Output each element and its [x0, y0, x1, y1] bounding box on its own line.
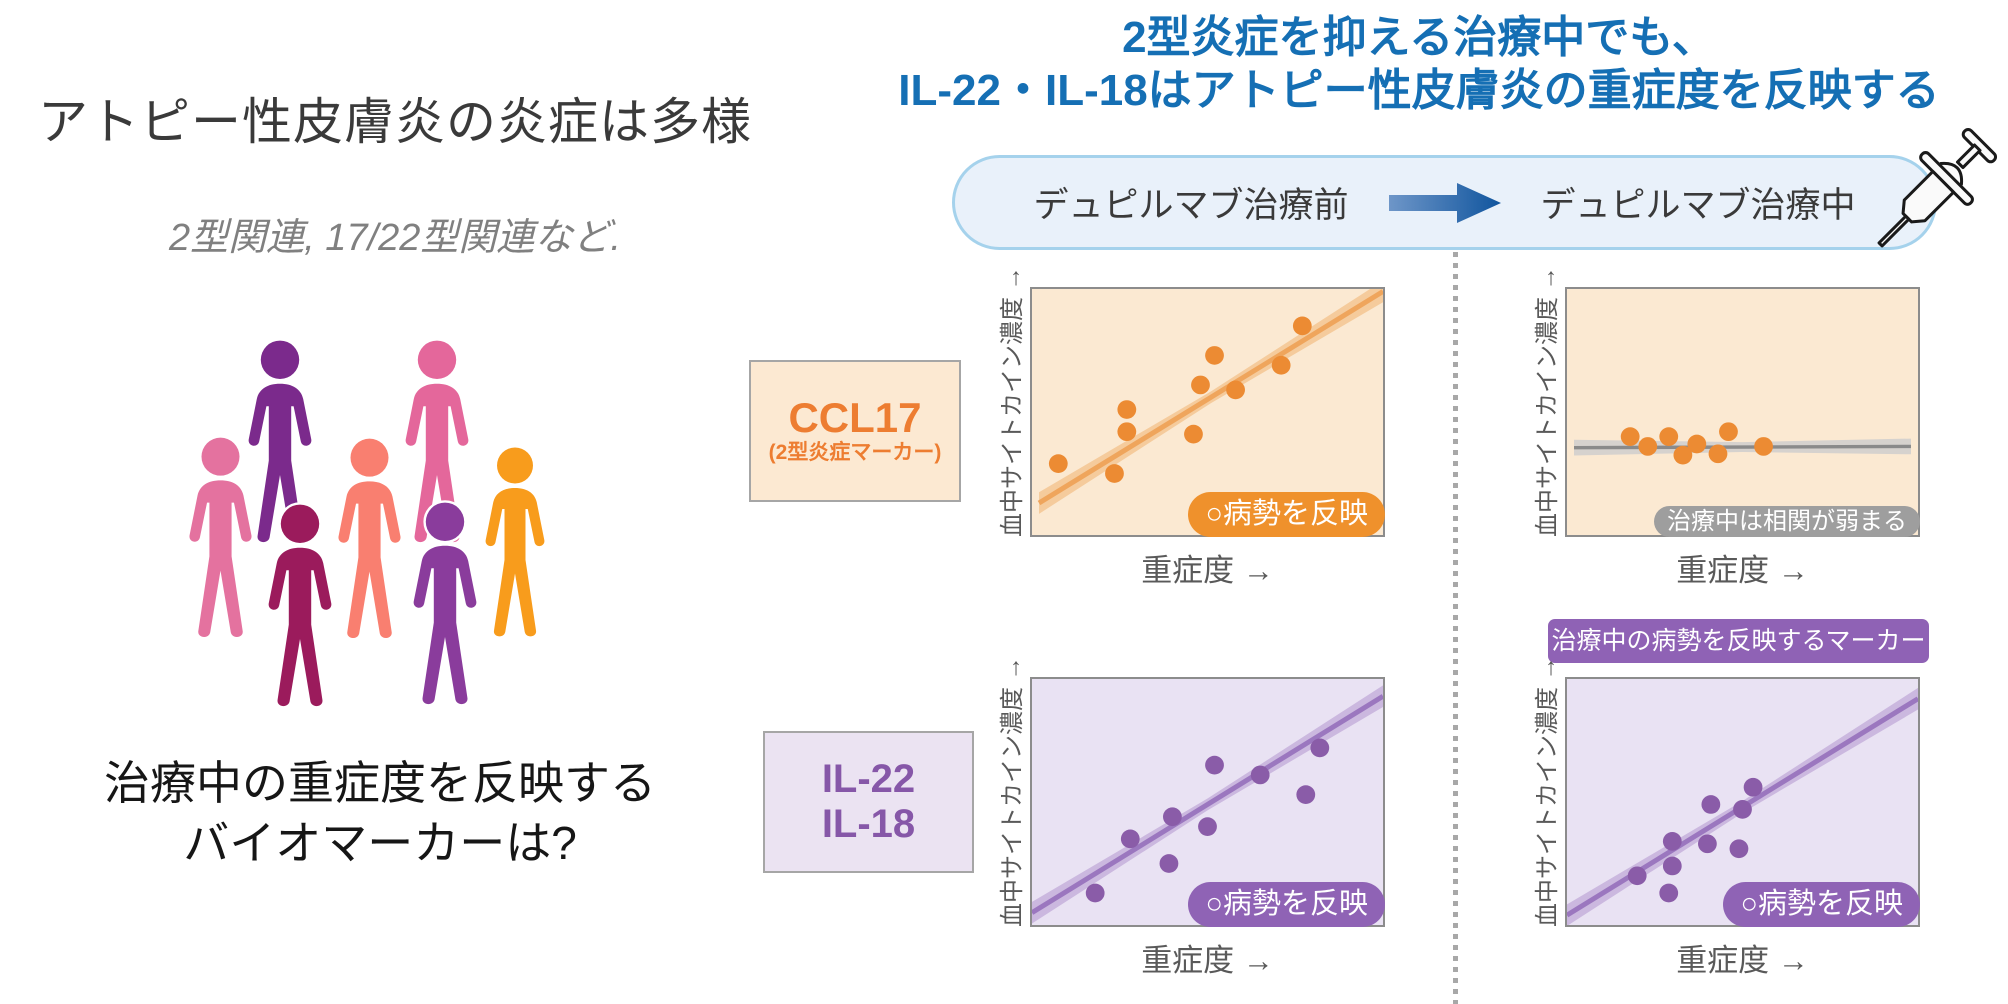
y-axis-label: 血中サイトカイン濃度 →	[999, 656, 1026, 927]
status-badge-weak-correlation: 治療中は相関が弱まる	[1654, 506, 1920, 537]
ccl17-label: CCL17	[788, 394, 922, 442]
during-treatment-marker-badge: 治療中の病勢を反映するマーカー	[1548, 619, 1929, 663]
arrow-right-icon	[1388, 182, 1501, 223]
ccl17-label-box: CCL17 (2型炎症マーカー)	[749, 360, 961, 502]
status-badge-reflects-disease: ○病勢を反映	[1723, 882, 1920, 927]
plot-il-before: ○病勢を反映	[1030, 677, 1385, 927]
status-badge-reflects-disease: ○病勢を反映	[1188, 492, 1385, 537]
y-axis-label: 血中サイトカイン濃度 →	[999, 266, 1026, 537]
x-axis-label: 重症度 →	[1676, 553, 1809, 588]
il22-label: IL-22	[821, 757, 916, 802]
plot-ccl17-before: ○病勢を反映	[1030, 287, 1385, 537]
left-panel-question: 治療中の重症度を反映する バイオマーカーは?	[30, 754, 730, 874]
plot-il-during: ○病勢を反映	[1565, 677, 1920, 927]
il18-label: IL-18	[821, 802, 916, 846]
scatter-il-during	[1567, 687, 1918, 925]
il22-il18-label-box: IL-22 IL-18	[763, 731, 974, 873]
ccl17-sublabel: (2型炎症マーカー)	[768, 441, 942, 465]
x-axis-label: 重症度 →	[1676, 943, 1809, 978]
treatment-during-label: デュピルマブ治療中	[1540, 186, 1856, 225]
treatment-before-label: デュピルマブ治療前	[1033, 186, 1349, 225]
scatter-ccl17-before	[1037, 289, 1383, 514]
before-during-divider	[1453, 252, 1458, 1004]
x-axis-label: 重症度 →	[1141, 943, 1274, 978]
scatter-il-before	[1032, 685, 1383, 924]
right-title-line-2: IL-22・IL-18はアトピー性皮膚炎の重症度を反映する	[898, 65, 1940, 115]
person-icon	[486, 448, 545, 637]
person-icon	[269, 505, 332, 706]
left-panel-title: アトピー性皮膚炎の炎症は多様	[38, 94, 752, 150]
person-icon	[338, 439, 400, 638]
y-axis-label: 血中サイトカイン濃度 →	[1534, 266, 1561, 537]
right-panel-title: 2型炎症を抑える治療中でも、 IL-22・IL-18はアトピー性皮膚炎の重症度を…	[830, 12, 2008, 118]
treatment-timeline-box: デュピルマブ治療前 デュピルマブ治療中	[952, 155, 1937, 250]
plot-ccl17-during: 治療中は相関が弱まる	[1565, 287, 1920, 537]
status-badge-reflects-disease: ○病勢を反映	[1188, 882, 1385, 927]
right-title-line-1: 2型炎症を抑える治療中でも、	[1122, 13, 1716, 62]
person-icon	[189, 438, 251, 637]
people-group-icon	[140, 296, 640, 760]
y-axis-label: 血中サイトカイン濃度 →	[1534, 656, 1561, 927]
question-line-1: 治療中の重症度を反映する	[104, 757, 656, 809]
question-line-2: バイオマーカーは?	[183, 816, 577, 869]
x-axis-label: 重症度 →	[1141, 553, 1274, 588]
scatter-ccl17-during	[1574, 422, 1911, 465]
left-panel-subtitle: 2型関連, 17/22型関連など.	[169, 217, 621, 259]
syringe-icon	[1877, 127, 1998, 248]
